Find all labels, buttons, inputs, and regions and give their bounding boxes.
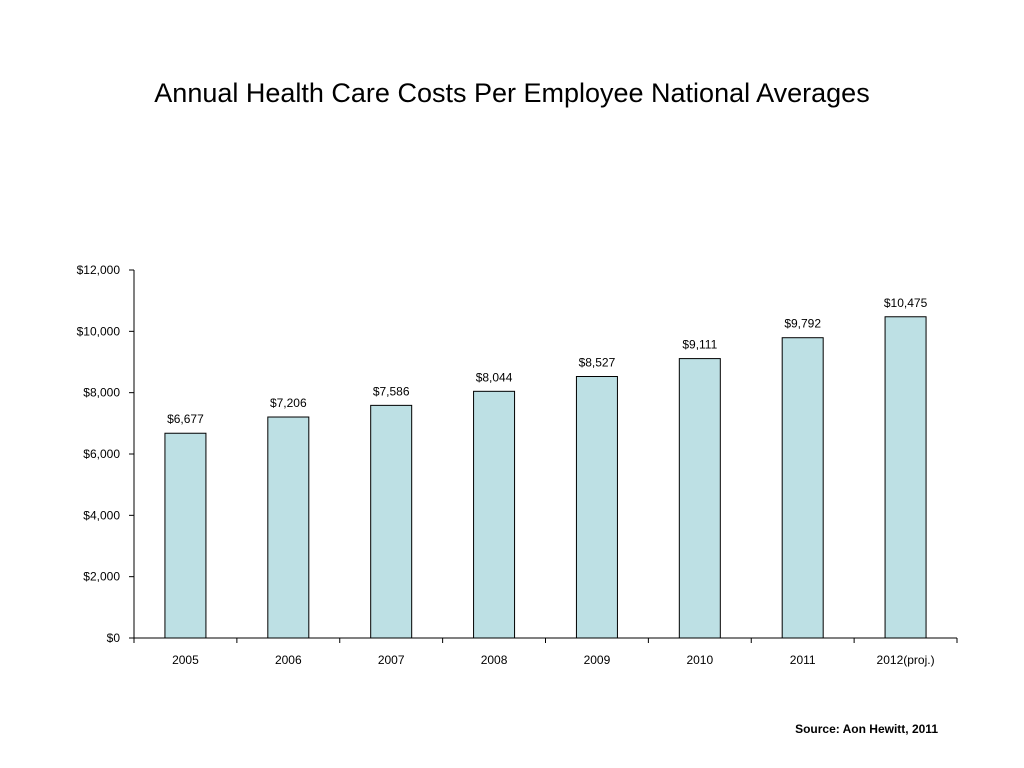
data-label: $8,044 [476, 370, 513, 384]
x-tick-label: 2006 [275, 653, 302, 667]
source-note: Source: Aon Hewitt, 2011 [795, 722, 938, 736]
bar [473, 390, 516, 639]
x-tick-label: 2009 [584, 653, 611, 667]
data-label: $8,527 [579, 356, 616, 370]
y-tick-label: $2,000 [83, 570, 120, 584]
bar [884, 316, 927, 639]
x-tick-label: 2005 [172, 653, 199, 667]
x-tick-label: 2008 [481, 653, 508, 667]
x-tick-label: 2012(proj.) [877, 653, 935, 667]
bar [575, 376, 618, 639]
bar [164, 432, 207, 639]
data-label: $10,475 [884, 296, 928, 310]
y-tick-label: $10,000 [77, 324, 121, 338]
y-tick-label: $12,000 [77, 263, 121, 277]
bar [781, 337, 824, 639]
y-tick-label: $6,000 [83, 447, 120, 461]
chart-title: Annual Health Care Costs Per Employee Na… [154, 78, 870, 108]
y-tick-label: $8,000 [83, 386, 120, 400]
x-tick-label: 2007 [378, 653, 405, 667]
data-label: $6,677 [167, 412, 204, 426]
bar [267, 416, 310, 639]
data-label: $7,586 [373, 384, 410, 398]
data-label: $9,111 [682, 338, 717, 352]
data-label: $7,206 [270, 396, 307, 410]
data-label: $9,792 [784, 317, 821, 331]
x-tick-label: 2011 [790, 653, 816, 667]
x-tick-label: 2010 [686, 653, 713, 667]
y-tick-label: $0 [107, 631, 121, 645]
y-tick-label: $4,000 [83, 508, 120, 522]
bar [678, 358, 721, 639]
bar [370, 404, 413, 639]
